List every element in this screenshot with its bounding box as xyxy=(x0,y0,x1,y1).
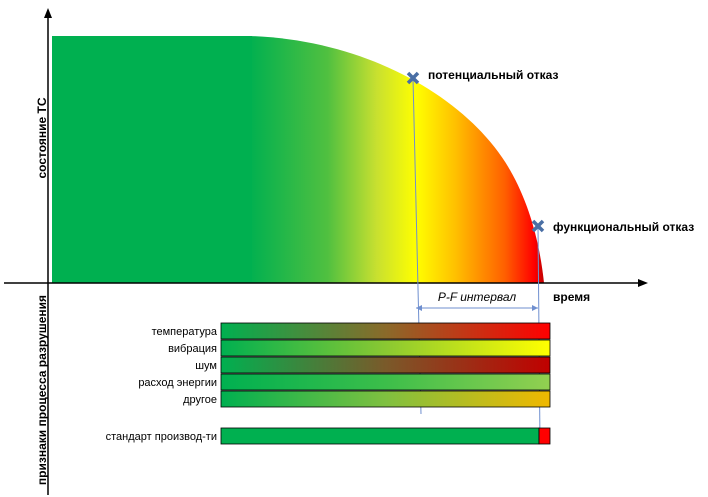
indicator-bar xyxy=(220,373,551,391)
production-standard-green xyxy=(220,427,540,445)
x-axis-label: время xyxy=(553,290,590,304)
indicator-bar xyxy=(220,322,551,340)
potential-failure-label: потенциальный отказ xyxy=(428,68,558,82)
y-axis-arrow xyxy=(44,8,52,18)
production-standard-label: стандарт производ-ти xyxy=(106,431,217,443)
functional-failure-label: функциональный отказ xyxy=(553,220,694,234)
pf-interval-label: P-F интервал xyxy=(438,290,517,304)
y-axis-label: состояние ТС xyxy=(35,97,49,178)
condition-curve-flat-green xyxy=(52,36,252,283)
production-standard-red xyxy=(538,427,551,445)
potential-failure-marker-icon xyxy=(406,71,420,85)
indicator-label: температура xyxy=(152,326,218,338)
indicator-label: шум xyxy=(195,360,217,372)
indicator-bar xyxy=(220,356,551,374)
indicator-bar xyxy=(220,339,551,357)
indicator-bar xyxy=(220,390,551,408)
pf-arrow-head-right xyxy=(532,305,538,311)
indicator-label: вибрация xyxy=(168,343,217,355)
lower-y-axis-label: признаки процесса разрушения xyxy=(35,295,49,485)
indicator-rows: температура вибрация шум расход энергии друг… xyxy=(138,322,551,408)
functional-failure-marker-icon xyxy=(531,219,545,233)
production-standard-row: стандарт производ-ти xyxy=(106,427,551,445)
x-axis-arrow xyxy=(638,279,648,287)
pf-arrow-head-left xyxy=(416,305,422,311)
indicator-label: расход энергии xyxy=(138,377,217,389)
indicator-label: другое xyxy=(183,394,217,406)
